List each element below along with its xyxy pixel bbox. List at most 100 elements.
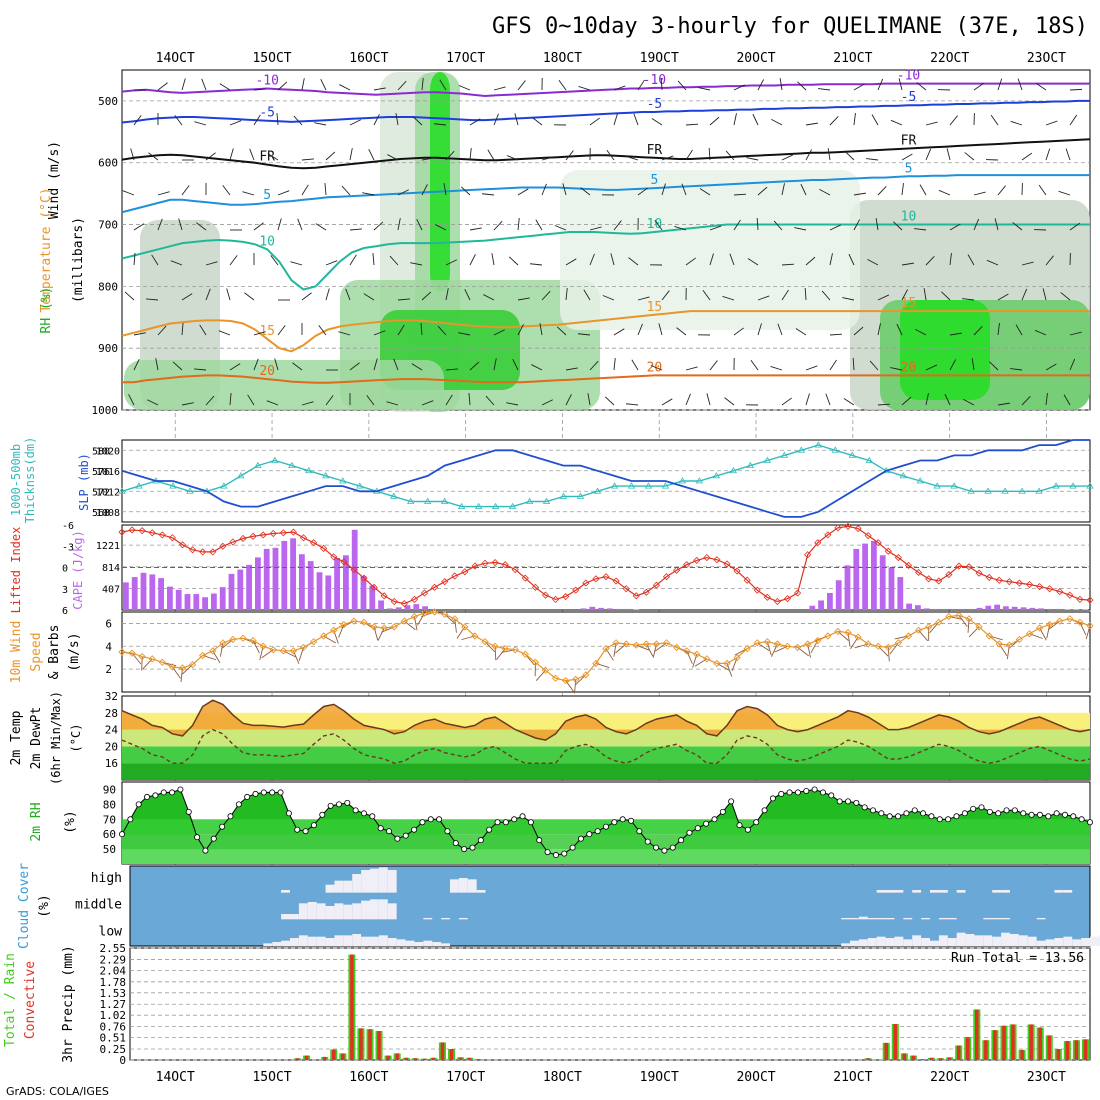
wind-barb [781, 263, 795, 266]
rh-marker [953, 813, 960, 820]
li-marker [420, 589, 429, 597]
wind-barb [589, 253, 595, 266]
cloud-bar-middle [334, 903, 344, 920]
wind-barb [613, 113, 618, 126]
wind-barb [324, 183, 327, 196]
wind-barb [771, 118, 783, 126]
rh-marker [1011, 807, 1018, 814]
wind-tick-label: 6 [105, 617, 112, 630]
rh-marker [319, 811, 326, 818]
wind-barb [434, 123, 447, 126]
wind-speed-marker [783, 642, 792, 650]
li-marker [975, 569, 983, 577]
rh-marker [586, 831, 593, 838]
precip-bar-convective [413, 1058, 418, 1060]
li-marker [158, 531, 166, 539]
li-marker [400, 600, 408, 608]
temp-band [122, 729, 1090, 747]
wind-barb [338, 331, 351, 336]
panels: 14OCT 14OCT 15OCT 15OCT 16OCT 16OCT 17OCT 17OCT… [3, 51, 1100, 1085]
wind-barb [1021, 288, 1028, 301]
contour--5 [121, 99, 1090, 124]
wind-barb [387, 154, 399, 161]
precip-tick-label: 0.76 [100, 1021, 127, 1034]
wind-speed-marker [299, 643, 308, 652]
rh-marker [210, 835, 217, 842]
wind-speed-marker [884, 643, 892, 652]
temp-tick-label: 32 [105, 690, 118, 703]
thickness-marker [1069, 482, 1077, 489]
wind-barb [178, 218, 183, 231]
cloud-bar-high [458, 878, 468, 893]
wind-barb [781, 397, 792, 406]
wind-barb [1034, 329, 1047, 336]
rh-marker [544, 849, 551, 856]
rh-marker [1028, 811, 1035, 818]
wind-speed-marker [693, 650, 701, 658]
wind-speed-marker [814, 636, 822, 645]
cape-bar [818, 600, 824, 610]
wind-barb [314, 122, 327, 126]
precip-bar-convective [1011, 1024, 1015, 1060]
precip-bar-convective [332, 1049, 336, 1060]
rh-marker [828, 792, 835, 799]
li-marker [521, 574, 529, 582]
li-marker [612, 577, 620, 585]
rh-marker [661, 847, 668, 854]
wind-barb [925, 148, 932, 161]
wind-barb [565, 150, 574, 161]
wind-barb [578, 333, 591, 336]
wind-speed-marker [168, 663, 177, 671]
wind-speed-marker [804, 640, 812, 648]
wind-speed-marker [592, 659, 600, 668]
wind-barb [130, 148, 135, 161]
cloud-bar-low [938, 935, 948, 946]
thickness-marker [271, 456, 279, 463]
wind-barb [589, 360, 599, 371]
li-marker [209, 548, 217, 556]
wind-barb [997, 78, 1003, 91]
rh-marker [961, 810, 968, 817]
cape-bar [967, 608, 974, 610]
li-marker [602, 573, 610, 581]
wind-barb [565, 258, 577, 266]
wind-barb [270, 255, 279, 266]
rh-marker [344, 799, 351, 806]
wind-barb [315, 223, 327, 231]
wind-barb [1063, 394, 1071, 406]
li-marker [168, 534, 176, 542]
wind-barb [676, 327, 687, 336]
wind-barb [877, 403, 891, 406]
contour-label: 20 [647, 360, 663, 375]
li-marker [824, 531, 832, 539]
contour-label: 10 [647, 217, 663, 232]
li-marker [965, 563, 973, 571]
thickness-marker [322, 472, 330, 479]
wind-barb [469, 361, 480, 371]
top-date-label: 23OCT [1027, 51, 1066, 66]
wind-speed-marker [854, 633, 862, 641]
rh-marker [511, 816, 518, 823]
wind-barb [373, 87, 386, 91]
li-marker [632, 592, 640, 600]
thickness-marker [814, 441, 822, 448]
wind-barb [469, 148, 472, 161]
wind-barb [829, 116, 839, 126]
precip-bar-convective [386, 1055, 390, 1060]
precip-bar-convective [467, 1057, 472, 1060]
cape-bar [395, 607, 402, 610]
wind-barb [349, 362, 360, 371]
rh-marker [227, 813, 234, 820]
wind-speed-marker [985, 632, 993, 640]
wind-barb [435, 224, 447, 231]
thickness-marker [610, 482, 619, 489]
wind-barb [853, 192, 866, 196]
li-marker [189, 546, 197, 554]
thickness-marker [542, 497, 551, 504]
wind-barb [1021, 396, 1031, 406]
precip-tick-label: 2.04 [100, 964, 127, 977]
cape-bar [976, 607, 983, 610]
wind-barb [205, 395, 215, 406]
rh-marker [335, 801, 342, 808]
wind-barb [133, 223, 145, 231]
